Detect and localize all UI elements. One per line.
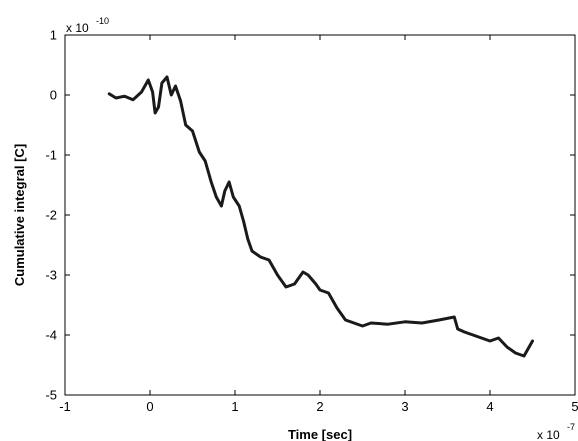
x-tick-label: 2 <box>316 399 323 414</box>
x-tick-label: 3 <box>401 399 408 414</box>
x-tick-label: 5 <box>571 399 578 414</box>
x-axis-label: Time [sec] <box>288 427 352 441</box>
x-tick-labels: -1 0 1 2 3 4 5 <box>59 399 578 414</box>
y-multiplier-base: x 10 <box>66 21 89 35</box>
y-tick-label: 0 <box>50 88 57 103</box>
tick-marks <box>64 34 576 396</box>
y-tick-label: -3 <box>45 268 57 283</box>
y-tick-label: -5 <box>45 388 57 403</box>
x-multiplier-base: x 10 <box>537 428 560 441</box>
series-line <box>107 75 534 358</box>
y-tick-label: -2 <box>45 208 57 223</box>
y-tick-label: 1 <box>50 28 57 43</box>
y-tick-label: -1 <box>45 148 57 163</box>
x-multiplier-exponent: -7 <box>567 422 575 432</box>
y-multiplier-exponent: -10 <box>96 16 109 26</box>
x-tick-label: 1 <box>231 399 238 414</box>
x-tick-label: 0 <box>146 399 153 414</box>
y-tick-labels: -5 -4 -3 -2 -1 0 1 <box>45 28 57 403</box>
y-tick-label: -4 <box>45 328 57 343</box>
x-tick-label: -1 <box>59 399 71 414</box>
series-layer <box>107 75 534 358</box>
y-axis-label: Cumulative integral [C] <box>12 144 27 286</box>
x-tick-label: 4 <box>486 399 493 414</box>
